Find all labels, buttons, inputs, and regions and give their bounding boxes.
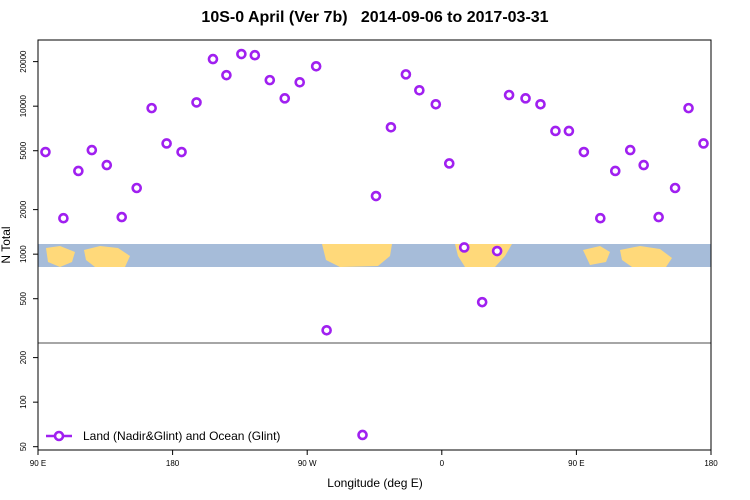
plot-frame (37, 39, 712, 451)
marker (520, 93, 531, 104)
marker (116, 211, 128, 223)
marker (236, 48, 247, 60)
x-tick-label: 90 E (568, 459, 584, 468)
x-tick-label: 0 (440, 459, 445, 468)
marker (146, 102, 157, 114)
marker (321, 324, 332, 336)
marker (310, 60, 322, 72)
marker (73, 165, 84, 177)
marker (698, 138, 709, 149)
marker (669, 182, 681, 194)
marker (414, 85, 425, 96)
legend-marker (53, 430, 65, 442)
marker (458, 242, 470, 253)
marker (609, 165, 621, 177)
marker (161, 138, 172, 149)
marker (578, 146, 590, 158)
x-tick-label: 90 W (298, 459, 317, 468)
marker (503, 89, 515, 101)
marker (535, 98, 546, 110)
marker (40, 146, 51, 158)
y-tick-label: 200 (19, 350, 28, 364)
marker (550, 125, 561, 137)
y-tick-label: 500 (19, 291, 28, 305)
y-tick-label: 1000 (19, 245, 28, 263)
marker (58, 212, 69, 224)
marker (86, 144, 98, 156)
y-axis-title: N Total (0, 226, 13, 263)
marker (191, 97, 202, 108)
x-tick-label: 90 E (30, 459, 46, 468)
marker (683, 102, 694, 114)
x-tick-label: 180 (166, 459, 180, 468)
marker (294, 76, 306, 88)
marker (400, 69, 412, 80)
marker (221, 69, 232, 81)
marker (176, 146, 187, 158)
x-axis-title: Longitude (deg E) (327, 476, 422, 490)
x-tick-label: 180 (704, 459, 718, 468)
marker (653, 211, 664, 223)
map-strip (38, 244, 711, 267)
marker (279, 93, 291, 104)
marker (476, 296, 488, 308)
y-tick-label: 20000 (19, 50, 28, 73)
marker (370, 190, 382, 202)
y-tick-label: 50 (19, 442, 28, 451)
marker (491, 245, 503, 257)
chart-title: 10S-0 April (Ver 7b) 2014-09-06 to 2017-… (201, 9, 548, 26)
marker (357, 429, 368, 441)
marker (249, 49, 261, 61)
marker (430, 98, 442, 110)
marker (264, 74, 276, 86)
marker (207, 53, 219, 65)
y-tick-label: 100 (19, 395, 28, 409)
y-tick-label: 5000 (19, 141, 28, 159)
legend-label: Land (Nadir&Glint) and Ocean (Glint) (83, 429, 280, 443)
marker (595, 212, 606, 224)
y-tick-label: 10000 (19, 95, 28, 118)
marker (131, 182, 143, 194)
y-tick-label: 2000 (19, 200, 28, 218)
marker (443, 158, 455, 169)
marker (563, 125, 575, 137)
marker (385, 121, 397, 133)
marker (101, 159, 113, 171)
marker (638, 159, 650, 171)
marker (624, 144, 636, 156)
